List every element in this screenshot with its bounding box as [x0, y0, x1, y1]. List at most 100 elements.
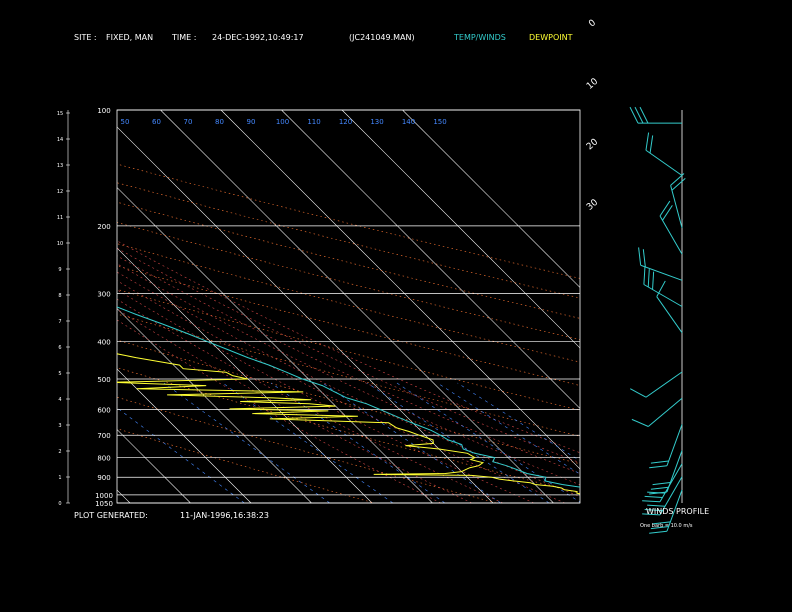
isotherm-line — [117, 368, 252, 503]
wind-barb-staff — [656, 296, 683, 333]
dry-adiabat-line — [117, 367, 580, 494]
theta-label: 120 — [339, 118, 352, 126]
moist-adiabat-line — [117, 298, 504, 503]
pressure-tick-label: 900 — [97, 474, 110, 482]
wind-barb-staff — [666, 424, 683, 466]
dry-adiabat-line — [117, 339, 580, 465]
isotherm-line — [402, 110, 580, 288]
axes — [66, 109, 581, 504]
isotherm-line — [117, 489, 131, 503]
legend-temp-winds: TEMP/WINDS — [454, 33, 506, 42]
height-tick-label: 0 — [58, 501, 61, 507]
height-tick-label: 8 — [58, 293, 61, 299]
moist-adiabat-line — [117, 319, 441, 503]
mixing-ratio-line — [117, 407, 245, 503]
winds-profile-panel — [629, 106, 686, 534]
isotherm-line — [281, 110, 580, 409]
height-tick-label: 12 — [57, 189, 63, 195]
winds-profile-label: WINDS PROFILE — [646, 507, 710, 516]
wind-barb-flag — [642, 513, 661, 516]
height-tick-label: 1 — [58, 475, 61, 481]
wind-barb-flag — [644, 495, 663, 498]
mixing-ratio-line — [457, 382, 580, 462]
moist-adiabat-line — [117, 263, 580, 486]
isotherm-line — [160, 110, 554, 503]
moist-adiabat-line — [117, 308, 472, 503]
pressure-tick-label: 700 — [97, 432, 110, 440]
wind-barb-flag — [652, 271, 655, 290]
moist-adiabat-line — [117, 255, 580, 474]
wind-barb-flag — [671, 177, 686, 191]
height-tick-label: 2 — [58, 449, 61, 455]
isotherm-line — [117, 247, 373, 503]
wind-barb-flag — [639, 106, 649, 124]
right-temp-label: 0 — [587, 18, 598, 30]
wind-barb-flag — [670, 173, 685, 186]
pressure-tick-label: 500 — [97, 376, 110, 384]
height-tick-label: 11 — [57, 215, 63, 221]
mixing-ratio-line — [437, 382, 580, 475]
wind-barb-flag — [642, 500, 661, 503]
legend-dewpoint: DEWPOINT — [529, 33, 573, 42]
theta-label: 150 — [433, 118, 446, 126]
site-value: FIXED, MAN — [106, 33, 154, 42]
wind-barb-flag — [644, 509, 663, 512]
mixing-ratio-line — [367, 382, 550, 503]
right-temp-label: 20 — [585, 137, 600, 152]
height-tick-label: 13 — [57, 163, 63, 169]
wind-barb-staff — [659, 463, 683, 503]
wind-barb-flag — [650, 460, 669, 464]
pressure-tick-label: 600 — [97, 406, 110, 414]
mixing-ratio-line — [322, 382, 501, 503]
moist-adiabat-line — [117, 280, 566, 503]
site-label: SITE : — [74, 33, 97, 42]
height-tick-label: 10 — [57, 241, 63, 247]
pressure-tick-label: 1050 — [95, 500, 113, 508]
wind-barb-flag — [649, 465, 668, 469]
sounding-profiles — [117, 306, 580, 495]
wind-barb-staff — [666, 489, 683, 532]
right-temp-label: 30 — [585, 198, 600, 213]
wind-barb-staff — [640, 264, 683, 281]
theta-label: 90 — [247, 118, 256, 126]
theta-label: 110 — [307, 118, 320, 126]
mixing-ratio-line — [396, 382, 580, 503]
wind-barb-flag — [652, 482, 671, 486]
moist-adiabat-line — [117, 247, 580, 464]
height-tick-label: 4 — [58, 397, 61, 403]
dry-adiabat-line — [117, 163, 580, 279]
wind-barb-flag — [650, 526, 669, 530]
wind-barb-staff — [643, 284, 683, 307]
wind-barb-flag — [650, 486, 669, 490]
wind-barb-flag — [629, 388, 647, 398]
height-tick-label: 14 — [57, 137, 63, 143]
pressure-tick-label: 1000 — [95, 492, 113, 500]
wind-barb-flag — [645, 132, 650, 151]
isotherm-line — [117, 187, 433, 503]
isotherm-line — [117, 308, 312, 503]
wind-barb-staff — [659, 476, 683, 516]
wind-barb-flag — [634, 106, 644, 124]
dry-adiabat-line — [117, 201, 580, 319]
height-tick-label: 3 — [58, 423, 61, 429]
time-label: TIME : — [172, 33, 197, 42]
wind-barb-staff — [645, 371, 683, 398]
right-temp-label: 10 — [585, 77, 600, 92]
theta-label: 70 — [184, 118, 193, 126]
plot-frame — [116, 109, 581, 504]
plot-generated-label: PLOT GENERATED: — [74, 511, 148, 520]
mixing-ratio-line — [270, 382, 446, 503]
axis-labels: 1002003004005006007008009001000105001234… — [57, 18, 601, 508]
wind-barb-staff — [645, 149, 683, 176]
dewpoint-profile-line — [117, 353, 580, 495]
wind-barb-staff — [670, 185, 683, 229]
wind-barb-flag — [656, 280, 666, 297]
isotherm-line — [117, 126, 494, 503]
barb-note: One barb = 10.0 m/s — [640, 523, 693, 529]
temperature-profile-line — [117, 306, 580, 488]
time-value: 24-DEC-1992,10:49:17 — [212, 33, 304, 42]
wind-barb-flag — [652, 521, 671, 525]
wind-barb-staff — [659, 215, 683, 255]
dry-adiabat-line — [117, 243, 580, 363]
